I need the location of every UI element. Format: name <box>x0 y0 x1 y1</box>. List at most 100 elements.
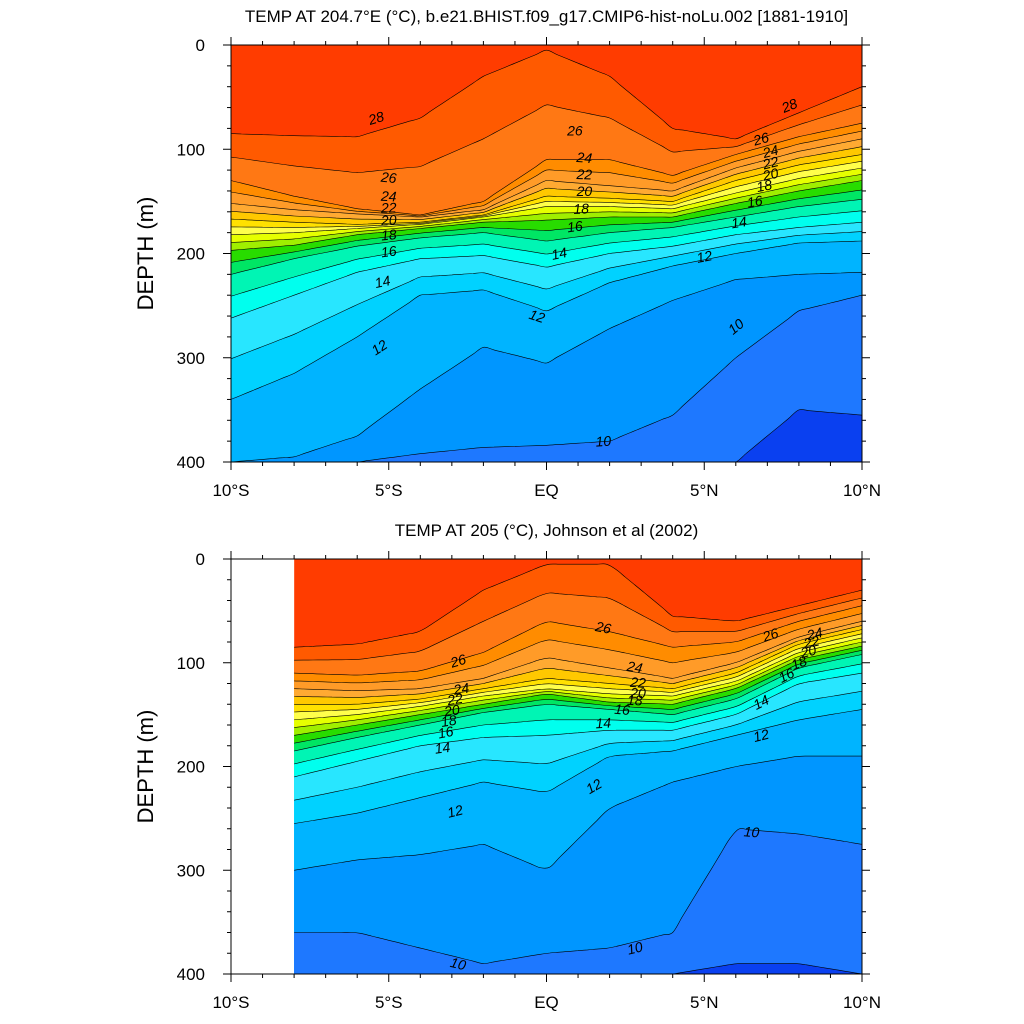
contour-label: 14 <box>730 213 748 231</box>
isotherm-19 <box>231 174 862 243</box>
contour-label: 10 <box>625 938 644 957</box>
contour-field <box>231 45 862 462</box>
isotherm-11 <box>294 755 862 871</box>
contour-label: 12 <box>527 306 547 326</box>
chart-title: TEMP AT 204.7°E (°C), b.e21.BHIST.f09_g1… <box>245 7 848 26</box>
x-tick-label: 10°S <box>212 481 249 500</box>
contour-label: 16 <box>566 217 584 235</box>
contour-label: 24 <box>804 624 824 644</box>
y-tick-label: 100 <box>177 654 205 673</box>
contour-label: 22 <box>445 690 464 709</box>
contour-label: 26 <box>379 169 397 187</box>
isotherm-28 <box>231 49 862 140</box>
contour-label: 16 <box>436 723 455 742</box>
contour-label: 10 <box>449 954 468 973</box>
band-8 <box>231 409 862 462</box>
contour-label: 12 <box>752 726 771 745</box>
isotherm-20 <box>231 167 862 235</box>
isotherm-19 <box>294 641 863 728</box>
isotherm-21 <box>294 633 863 713</box>
isotherm-13 <box>231 231 862 360</box>
x-tick-label: EQ <box>534 481 559 500</box>
contour-label: 22 <box>760 153 780 173</box>
y-tick-label: 300 <box>177 349 205 368</box>
contour-label: 14 <box>434 739 452 757</box>
contour-label: 14 <box>750 691 771 712</box>
isotherm-27 <box>231 104 862 174</box>
x-tick-label: 10°S <box>212 993 249 1012</box>
contour-label: 22 <box>380 199 397 216</box>
contour-label: 26 <box>593 618 613 637</box>
contour-label: 16 <box>746 192 764 210</box>
contour-label: 24 <box>625 658 644 677</box>
contour-label: 18 <box>755 176 774 195</box>
isotherm-13 <box>294 691 863 801</box>
y-tick-label: 200 <box>177 758 205 777</box>
y-tick-label: 200 <box>177 245 205 264</box>
contour-label: 28 <box>365 108 386 128</box>
x-tick-label: 5°S <box>375 481 403 500</box>
isotherm-27 <box>294 592 863 661</box>
contour-label: 24 <box>760 142 780 162</box>
isotherm-16 <box>231 199 862 275</box>
isotherm-24 <box>231 138 862 218</box>
isotherm-17 <box>294 650 863 744</box>
contour-label: 18 <box>573 200 590 217</box>
contour-label: 20 <box>760 165 780 184</box>
isotherm-28 <box>294 563 863 648</box>
contour-label: 18 <box>627 692 643 709</box>
contour-label: 26 <box>566 122 583 138</box>
x-tick-label: 5°N <box>690 993 719 1012</box>
isotherm-20 <box>294 637 863 721</box>
contour-label: 20 <box>798 642 818 662</box>
contour-label: 12 <box>583 775 605 797</box>
contour-label: 16 <box>614 701 631 718</box>
contour-label: 26 <box>760 625 781 645</box>
isotherm-15 <box>294 663 863 765</box>
isotherm-11 <box>231 272 862 462</box>
y-tick-label: 400 <box>177 965 205 984</box>
band-9 <box>294 828 863 974</box>
contour-label: 12 <box>695 247 714 266</box>
contour-label: 18 <box>380 226 397 243</box>
chart-title: TEMP AT 205 (°C), Johnson et al (2002) <box>395 521 699 540</box>
isotherm-26 <box>231 122 862 216</box>
contour-label: 16 <box>776 664 797 685</box>
y-tick-label: 0 <box>196 550 205 569</box>
isotherm-15 <box>231 210 862 297</box>
x-tick-label: 10°N <box>843 481 881 500</box>
isotherm-18 <box>231 180 862 251</box>
contour-label: 14 <box>595 715 612 732</box>
isotherm-22 <box>294 629 863 705</box>
y-axis-label: DEPTH (m) <box>133 710 158 824</box>
isotherm-25 <box>294 613 863 684</box>
contour-label: 24 <box>451 679 470 698</box>
contour-label: 22 <box>629 674 647 691</box>
contour-label: 16 <box>380 242 398 260</box>
contour-label: 20 <box>379 212 397 229</box>
isotherm-16 <box>294 654 863 752</box>
isotherm-12 <box>231 240 862 400</box>
isotherm-9 <box>294 963 863 974</box>
contour-label: 28 <box>778 95 800 116</box>
isotherm-21 <box>231 160 862 228</box>
isotherm-23 <box>231 146 862 220</box>
contour-label: 10 <box>743 823 760 840</box>
isotherm-14 <box>231 221 862 319</box>
band-8 <box>294 963 863 974</box>
y-tick-label: 0 <box>196 36 205 55</box>
contour-label: 20 <box>629 685 646 702</box>
contour-label: 26 <box>750 129 770 149</box>
isotherm-10 <box>294 828 863 964</box>
isotherm-12 <box>294 709 863 824</box>
isotherm-18 <box>294 645 863 736</box>
y-axis-label: DEPTH (m) <box>133 197 158 311</box>
contour-field <box>294 559 863 974</box>
contour-label: 22 <box>801 632 821 651</box>
contour-label: 20 <box>442 701 461 720</box>
isotherm-26 <box>294 605 863 676</box>
isotherm-24 <box>294 621 863 692</box>
contour-label: 14 <box>373 272 392 291</box>
